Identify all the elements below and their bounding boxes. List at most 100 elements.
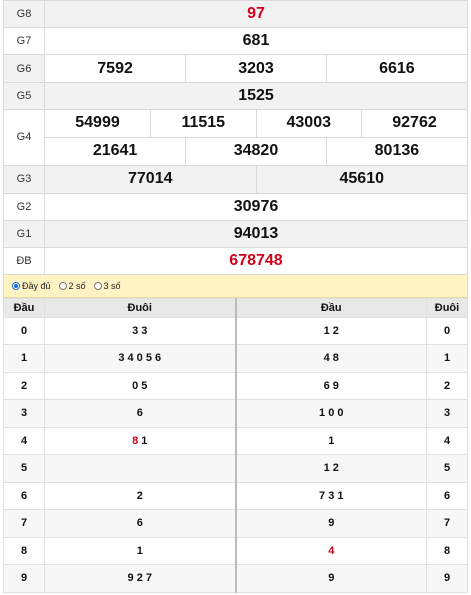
loto-key-left: 0 (3, 316, 45, 345)
loto-key-left: 2 (3, 371, 45, 400)
header-duoi-right: Đuôi (426, 297, 468, 318)
head-digits: 7 3 1 (319, 489, 344, 502)
tail-digits: 3 4 0 5 6 (118, 352, 162, 365)
tail-digits: 1 (136, 544, 143, 557)
header-dau-left: Đầu (3, 297, 45, 318)
loto-key-left: 8 (3, 536, 45, 565)
tail-digits: 2 (136, 489, 143, 502)
loto-tails (44, 454, 237, 483)
loto-key-right: 4 (426, 426, 468, 455)
prize-label: ĐB (3, 246, 45, 275)
loto-row: 5 1 2 5 (3, 454, 468, 483)
highlight-digit: 4 (328, 544, 335, 557)
prize-label: G2 (3, 192, 45, 221)
loto-heads: 4 8 (235, 344, 427, 373)
loto-key-left: 6 (3, 481, 45, 510)
loto-row: 3 6 1 0 0 3 (3, 399, 468, 428)
header-duoi-left: Đuôi (44, 297, 237, 318)
prize-label: G4 (3, 109, 45, 166)
tail-digits: 6 (136, 407, 143, 420)
loto-heads: 1 0 0 (235, 399, 427, 428)
prize-number: 92762 (361, 110, 467, 138)
loto-tails: 6 (44, 509, 237, 538)
tail-digits: 6 (136, 517, 143, 530)
head-digits: 1 2 (323, 324, 339, 337)
loto-key-right: 0 (426, 316, 468, 345)
loto-key-right: 6 (426, 481, 468, 510)
loto-row: 8 1 4 8 (3, 536, 468, 565)
loto-row: 2 0 5 6 9 2 (3, 371, 468, 400)
display-options: Đầy đủ 2 số 3 số (3, 274, 468, 298)
prize-number: 681 (44, 27, 468, 55)
head-digits: 4 8 (323, 352, 339, 365)
prize-number: 11515 (150, 110, 257, 138)
loto-key-right: 3 (426, 399, 468, 428)
results-table: G8 97 G7 681 G6 7592 3203 6616 G5 1525 G… (3, 0, 468, 275)
prize-number: 94013 (44, 219, 468, 248)
head-digits: 6 9 (323, 379, 339, 392)
option-full[interactable]: Đầy đủ (12, 281, 51, 291)
loto-row: 0 3 3 1 2 0 (3, 316, 468, 345)
prize-number: 34820 (185, 137, 327, 165)
head-digits: 9 (328, 572, 335, 585)
loto-key-left: 3 (3, 399, 45, 428)
tail-digits: 3 3 (132, 324, 148, 337)
loto-tails: 8 1 (44, 426, 237, 455)
radio-selected-icon[interactable] (12, 281, 20, 290)
loto-tails: 2 (44, 481, 237, 510)
prize-label: G6 (3, 54, 45, 83)
prize-number: 7592 (45, 55, 187, 82)
tail-digits: 0 5 (132, 379, 148, 392)
prize-row-g8: G8 97 (3, 0, 468, 28)
loto-key-left: 4 (3, 426, 45, 455)
special-prize-number: 678748 (44, 246, 468, 275)
prize-row-g4: G4 54999 11515 43003 92762 21641 34820 8… (3, 109, 468, 166)
prize-row-db: ĐB 678748 (3, 246, 468, 275)
prize-number: 45610 (256, 165, 467, 193)
prize-row-g1: G1 94013 (3, 219, 468, 248)
loto-heads: 9 (235, 509, 427, 538)
prize-number: 3203 (185, 55, 327, 82)
option-label: 2 số (68, 280, 86, 291)
loto-tails: 3 3 (44, 316, 237, 345)
radio-icon[interactable] (58, 281, 67, 290)
highlight-digit: 8 (132, 434, 139, 447)
loto-row: 7 6 9 7 (3, 509, 468, 538)
loto-heads: 1 2 (235, 454, 427, 483)
header-dau-right: Đầu (235, 297, 427, 318)
head-digits: 1 0 0 (319, 407, 344, 420)
loto-heads: 6 9 (235, 371, 427, 400)
prize-row-g2: G2 30976 (3, 192, 468, 221)
loto-tails: 3 4 0 5 6 (44, 344, 237, 373)
loto-heads: 9 (235, 564, 427, 593)
prize-number: 30976 (44, 192, 468, 221)
prize-label: G1 (3, 219, 45, 248)
prize-row-g5: G5 1525 (3, 82, 468, 110)
loto-tails: 1 (44, 536, 237, 565)
loto-heads: 1 2 (235, 316, 427, 345)
loto-row: 9 9 2 7 9 9 (3, 564, 468, 593)
head-digits: 1 (328, 434, 335, 447)
loto-header-row: Đầu Đuôi Đầu Đuôi (3, 297, 468, 318)
head-digits: 9 (328, 517, 335, 530)
prize-label: G3 (3, 164, 45, 194)
loto-key-left: 1 (3, 344, 45, 373)
prize-number: 43003 (256, 110, 362, 138)
prize-number: 77014 (45, 165, 257, 193)
option-2-digits[interactable]: 2 số (58, 280, 86, 291)
radio-icon[interactable] (93, 281, 102, 290)
loto-heads: 4 (235, 536, 427, 565)
prize-row-g3: G3 77014 45610 (3, 164, 468, 194)
loto-heads: 7 3 1 (235, 481, 427, 510)
prize-label: G7 (3, 27, 45, 55)
loto-key-right: 1 (426, 344, 468, 373)
option-3-digits[interactable]: 3 số (93, 281, 121, 291)
loto-tails: 9 2 7 (44, 564, 237, 593)
tail-digits: 1 (138, 434, 148, 447)
prize-number: 97 (44, 0, 468, 28)
prize-number: 1525 (44, 82, 468, 110)
loto-tails: 6 (44, 399, 237, 428)
loto-heads: 1 (235, 426, 427, 455)
